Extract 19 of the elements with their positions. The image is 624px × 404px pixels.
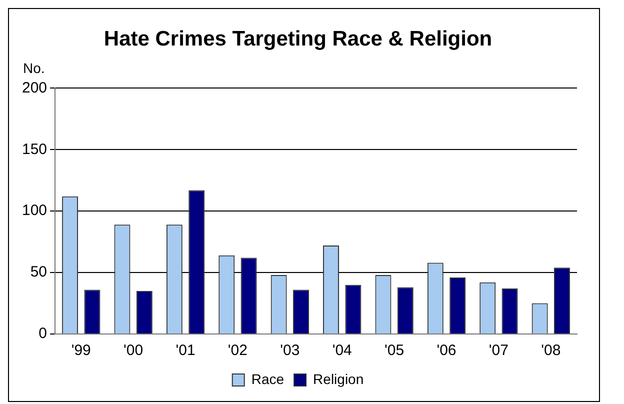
y-axis-title: No. xyxy=(23,60,45,76)
x-tick-label: '04 xyxy=(332,342,352,360)
x-tick-label: '05 xyxy=(384,342,404,360)
x-tick-label: '02 xyxy=(228,342,248,360)
x-tick-label: '03 xyxy=(280,342,300,360)
y-tick-label: 0 xyxy=(38,325,48,342)
x-tick-label: '08 xyxy=(541,342,561,360)
y-tick-label: 50 xyxy=(30,264,48,281)
x-tick-label: '00 xyxy=(124,342,144,360)
x-tick-label: '99 xyxy=(71,342,91,360)
legend-label: Race xyxy=(251,370,284,387)
legend-label: Religion xyxy=(313,370,364,387)
x-tick-label: '01 xyxy=(176,342,196,360)
y-tick-label: 100 xyxy=(22,202,48,220)
y-tick-label: 150 xyxy=(22,140,48,158)
y-tick-label: 200 xyxy=(22,79,48,96)
x-tick-label: '07 xyxy=(488,342,508,360)
x-tick-label: '06 xyxy=(436,342,456,360)
chart-title: Hate Crimes Targeting Race & Religion xyxy=(104,27,492,50)
